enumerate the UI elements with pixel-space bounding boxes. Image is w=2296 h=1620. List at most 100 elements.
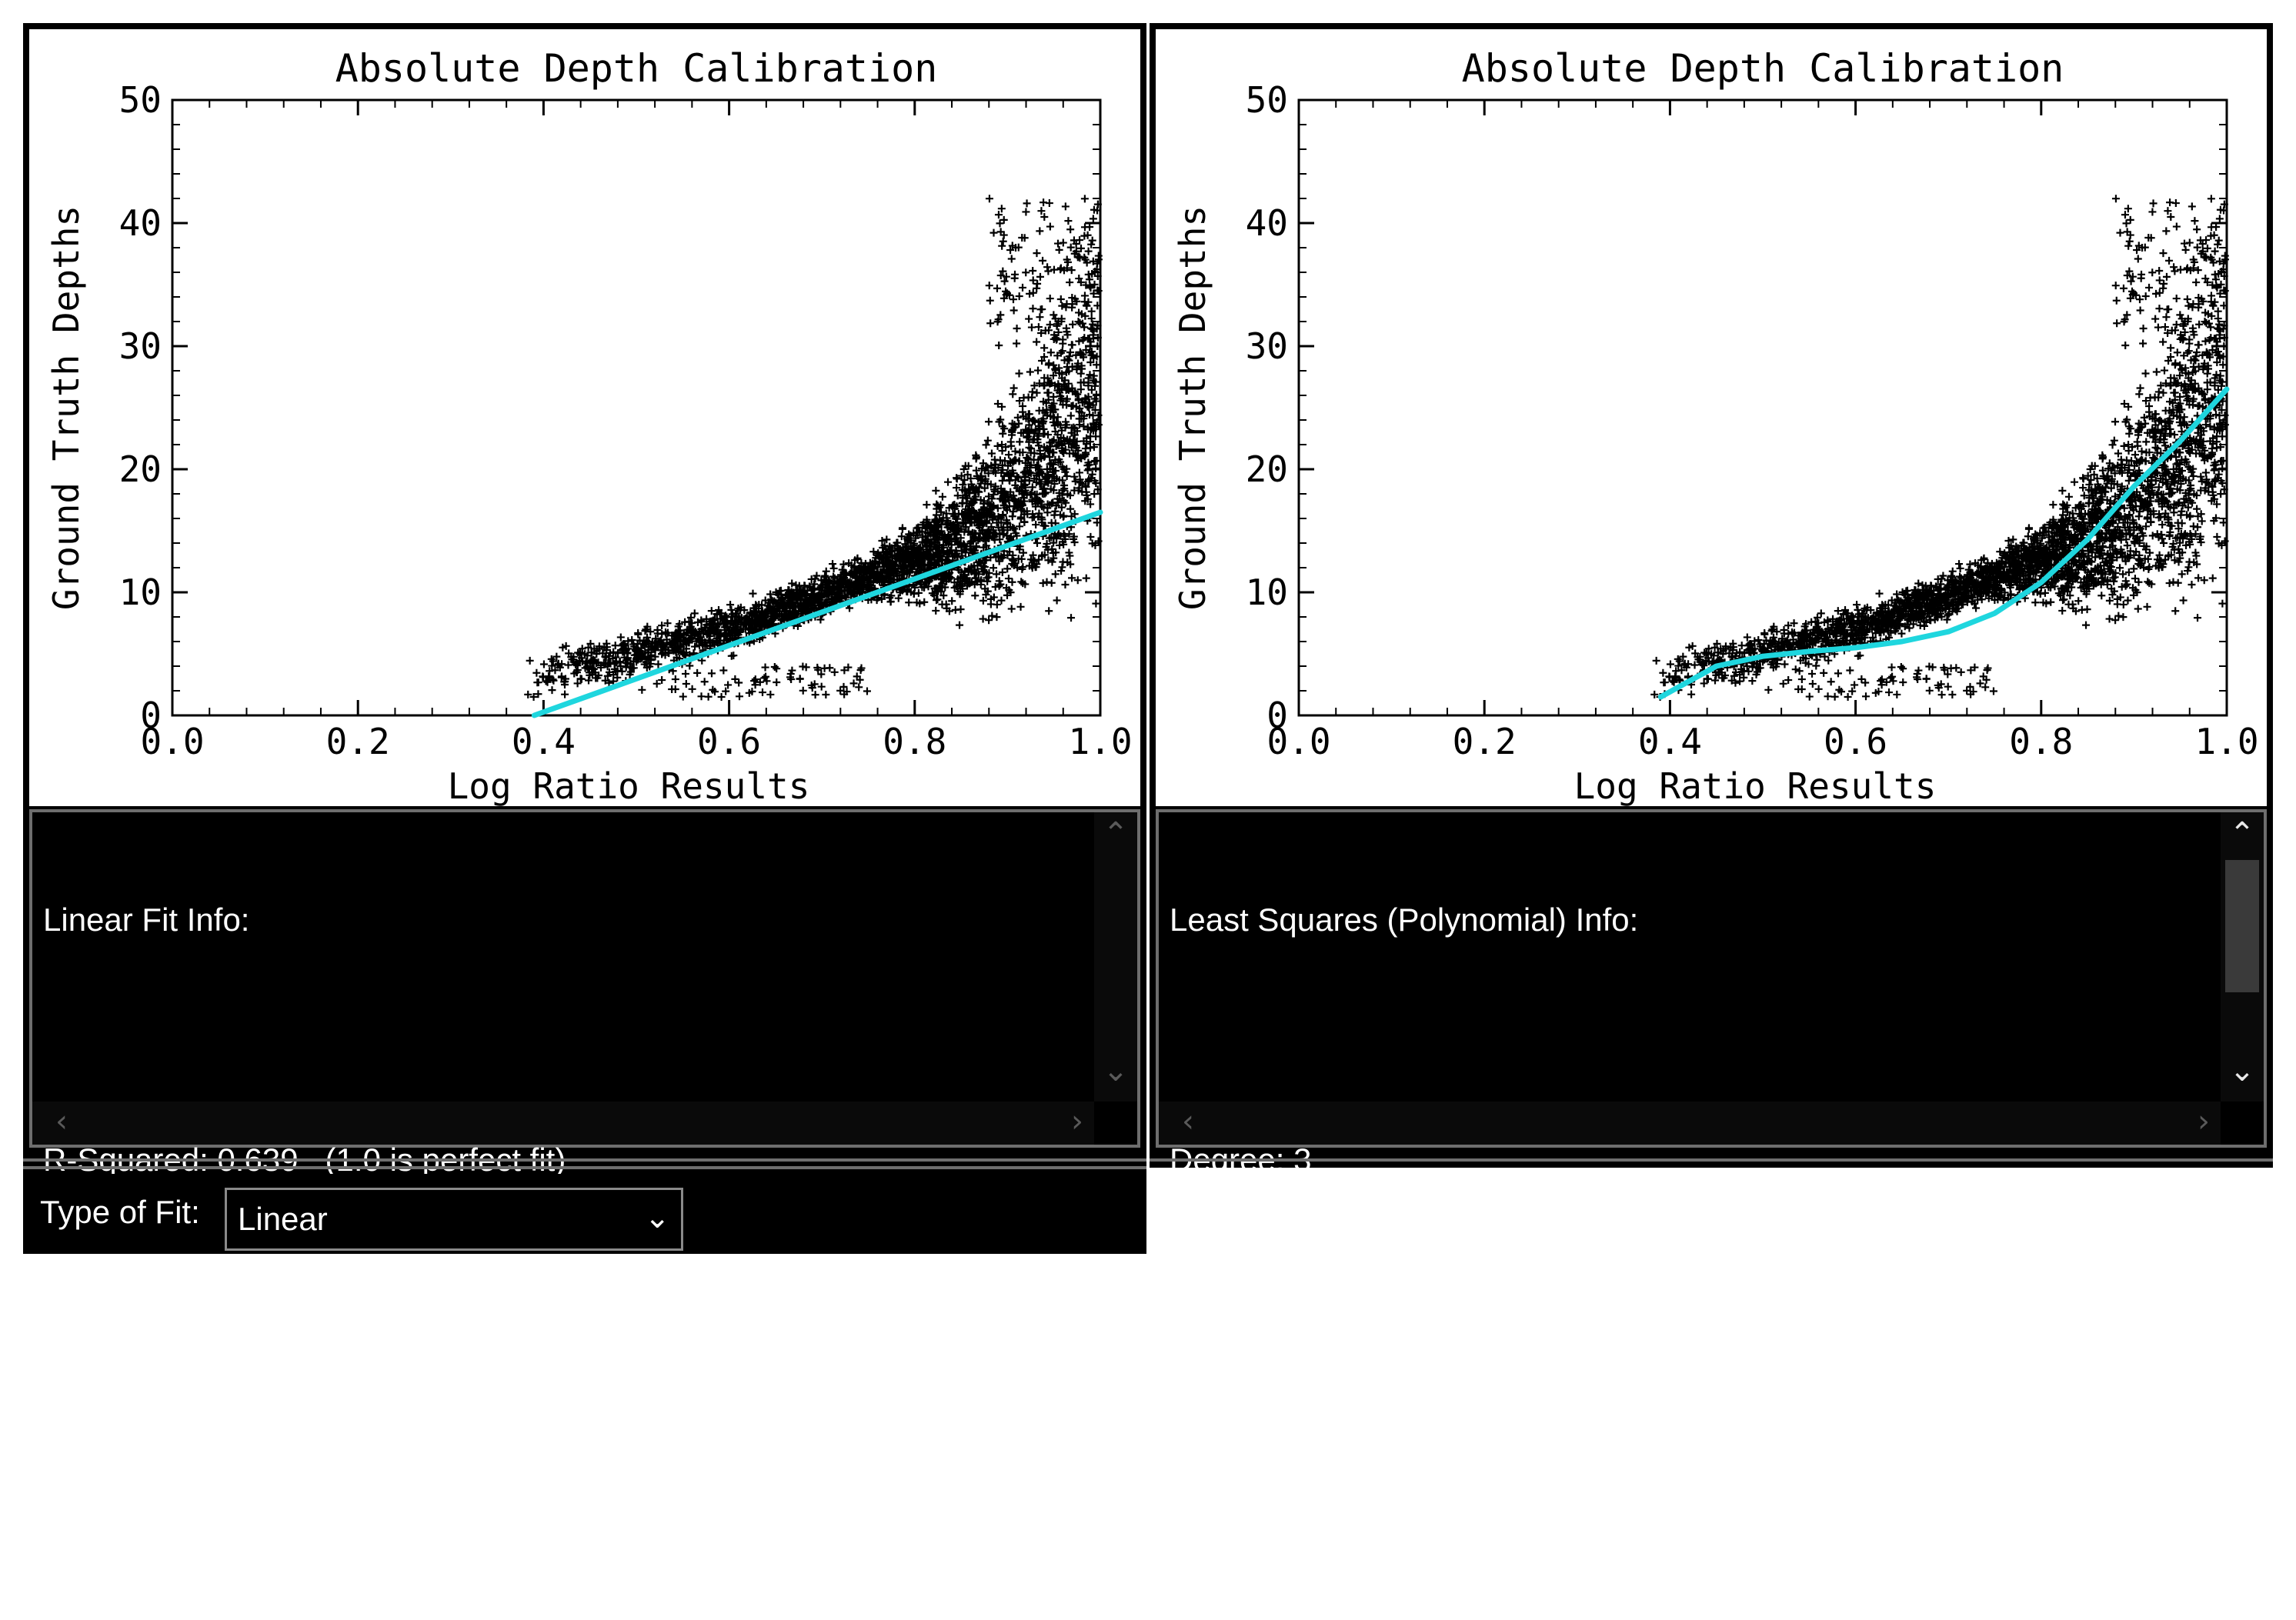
scatter-point: [823, 568, 830, 575]
scatter-point: [1038, 305, 1046, 313]
scatter-point: [993, 601, 1001, 608]
scatter-point: [762, 664, 769, 672]
scatter-point: [1853, 601, 1860, 608]
scatter-point: [1046, 321, 1054, 328]
plot-frame: [1299, 100, 2227, 715]
left-horizontal-scrollbar[interactable]: ‹ ›: [32, 1102, 1094, 1145]
left-vertical-scrollbar[interactable]: ⌃ ⌄: [1094, 812, 1137, 1102]
scatter-point: [2174, 579, 2182, 587]
scatter-point: [830, 565, 838, 572]
scatter-point: [1862, 692, 1870, 700]
y-tick-label: 0: [1266, 695, 1288, 736]
scatter-point: [994, 442, 1002, 450]
y-tick-label: 30: [119, 325, 162, 367]
y-tick-label: 20: [1246, 448, 1288, 490]
scatter-point: [1067, 244, 1075, 252]
scatter-point: [1063, 472, 1071, 480]
scatter-point: [773, 678, 780, 686]
scatter-point: [548, 686, 556, 694]
scatter-point: [1888, 673, 1896, 681]
scatter-point: [1049, 558, 1056, 566]
scatter-point: [2163, 273, 2171, 281]
scatter-point: [938, 601, 946, 608]
scatter-point: [1013, 325, 1021, 332]
scroll-up-icon[interactable]: ⌃: [1094, 818, 1137, 849]
scatter-point: [1030, 416, 1037, 424]
fit-type-bar: Type of Fit: Linear ⌄: [23, 1174, 1146, 1254]
scatter-point: [1014, 414, 1022, 422]
y-tick-label: 30: [1246, 325, 1288, 367]
scatter-point: [1053, 596, 1061, 604]
scatter-point: [993, 285, 1001, 292]
y-tick-label: 10: [119, 572, 162, 613]
scatter-point: [863, 687, 871, 695]
chart-title: Absolute Depth Calibration: [335, 46, 938, 91]
scatter-point: [1045, 607, 1053, 615]
scatter-point: [535, 678, 542, 686]
scatter-point: [899, 524, 906, 532]
scatter-point: [971, 592, 979, 599]
scatter-point: [1022, 268, 1030, 276]
scatter-point: [1008, 605, 1016, 613]
chevron-down-icon[interactable]: ⌄: [644, 1201, 670, 1235]
y-axis-label: Ground Truth Depths: [1172, 205, 1213, 610]
scatter-point: [682, 670, 689, 678]
scatter-point: [1080, 323, 1088, 331]
scatter-point: [1010, 385, 1018, 392]
scatter-point: [654, 661, 662, 668]
scatter-point: [799, 687, 807, 695]
scatter-point: [718, 693, 726, 701]
scatter-point: [2106, 615, 2114, 623]
scatter-point: [2192, 278, 2200, 286]
scatter-point: [986, 319, 994, 327]
scatter-point: [920, 598, 928, 606]
scatter-point: [2167, 344, 2174, 352]
scatter-point: [773, 665, 780, 672]
x-axis-label: Log Ratio Results: [448, 765, 810, 806]
scatter-point: [1040, 344, 1048, 352]
scatter-point: [1085, 248, 1093, 255]
fit-type-select[interactable]: Linear ⌄: [225, 1188, 683, 1251]
scatter-point: [658, 630, 666, 638]
scatter-point: [2137, 307, 2144, 315]
scatter-point: [2218, 600, 2226, 608]
scatter-point: [689, 685, 696, 693]
scatter-point: [944, 478, 952, 486]
y-tick-label: 40: [119, 202, 162, 244]
scatter-point: [1885, 688, 1893, 696]
fit-type-label: Type of Fit:: [40, 1192, 200, 1232]
scatter-point: [638, 686, 646, 694]
scatter-point: [1039, 257, 1046, 265]
scatter-point: [995, 342, 1003, 349]
scroll-down-icon[interactable]: ⌄: [1094, 1055, 1137, 1086]
scatter-point: [2049, 501, 2057, 508]
scatter-point: [939, 493, 946, 501]
scatter-point: [1897, 663, 1905, 671]
scatter-point: [1068, 402, 1076, 410]
scatter-point: [2162, 313, 2170, 321]
separator: [23, 1166, 1146, 1169]
scatter-point: [2137, 275, 2145, 282]
scroll-left-icon[interactable]: ‹: [40, 1106, 83, 1137]
chart-title: Absolute Depth Calibration: [1462, 46, 2064, 91]
scatter-point: [682, 680, 690, 688]
scatter-point: [1026, 290, 1033, 298]
scatter-point: [735, 679, 743, 687]
scatter-point: [1025, 315, 1033, 323]
scatter-point: [1043, 263, 1051, 271]
scatter-point: [1051, 508, 1059, 515]
scatter-point: [822, 691, 829, 698]
scatter-point: [1057, 295, 1065, 303]
scroll-right-icon[interactable]: ›: [1056, 1106, 1099, 1137]
scatter-point: [997, 597, 1005, 605]
scatter-point: [1029, 305, 1036, 312]
scatter-point: [2209, 575, 2217, 582]
scatter-point: [658, 676, 666, 684]
info-line: [43, 1020, 566, 1060]
scatter-point: [1093, 391, 1100, 398]
scatter-point: [1067, 614, 1075, 622]
scatter-point: [617, 633, 625, 641]
scatter-point: [999, 430, 1006, 438]
